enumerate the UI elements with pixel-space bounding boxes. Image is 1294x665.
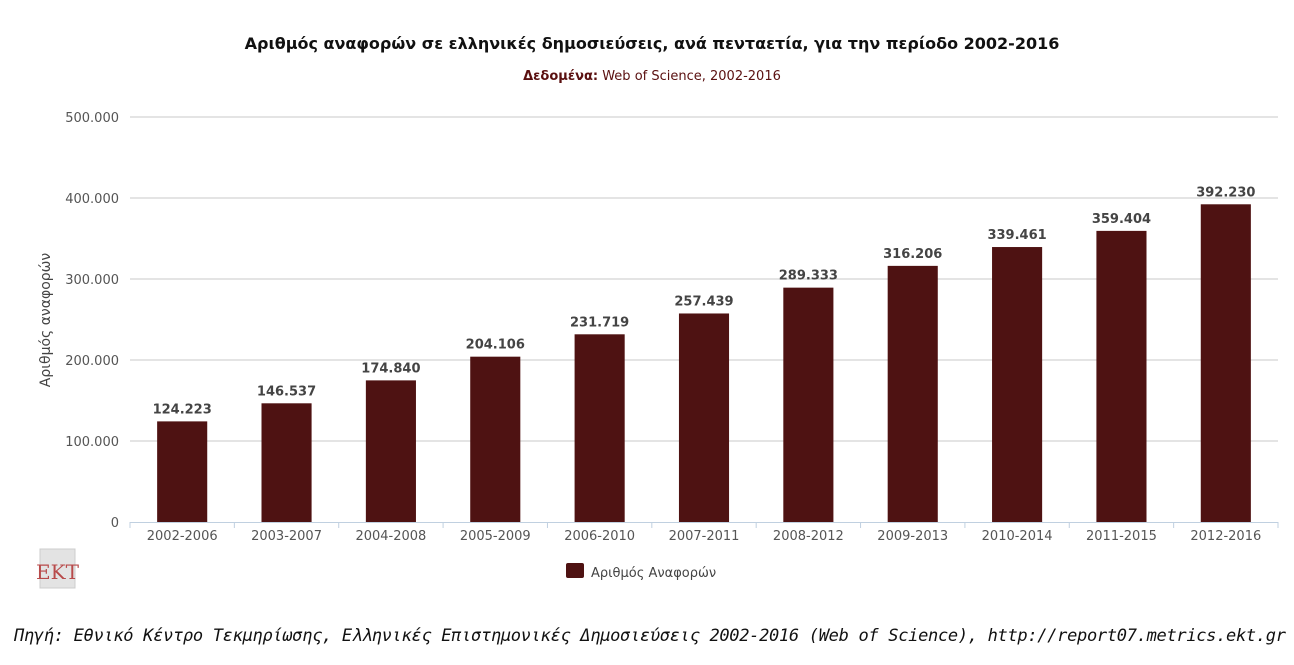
bar[interactable] [574,334,625,522]
y-tick-label: 0 [111,516,119,531]
y-tick-label: 400.000 [65,192,119,207]
bar[interactable] [157,421,208,522]
x-tick-label: 2004-2008 [355,529,426,544]
legend[interactable]: Αριθμός Αναφορών [566,563,716,581]
x-tick-label: 2012-2016 [1190,529,1261,544]
data-label: 124.223 [153,402,212,417]
bar[interactable] [783,287,834,522]
legend-swatch[interactable] [566,563,584,578]
data-label: 316.206 [883,247,942,262]
data-label: 174.840 [361,361,420,376]
x-tick-label: 2002-2006 [147,529,218,544]
bar[interactable] [470,356,521,522]
x-tick-label: 2003-2007 [251,529,322,544]
y-axis-ticks: 0 100.000 200.000 300.000 400.000 500.000 [65,111,119,531]
bar[interactable] [1200,204,1251,522]
y-tick-label: 500.000 [65,111,119,126]
source-caption: Πηγή: Εθνικό Κέντρο Τεκμηρίωσης, Ελληνικ… [14,626,1286,646]
bar[interactable] [887,265,938,522]
bar[interactable] [365,380,416,522]
x-axis: 2002-2006 2003-2007 2004-2008 2005-2009 2006… [129,522,1279,544]
data-label: 204.106 [466,338,525,353]
x-tick-label: 2008-2012 [773,529,844,544]
y-tick-label: 300.000 [65,273,119,288]
legend-label[interactable]: Αριθμός Αναφορών [591,566,716,581]
x-tick-label: 2010-2014 [982,529,1053,544]
y-tick-label: 100.000 [65,435,119,450]
chart-title: Αριθμός αναφορών σε ελληνικές δημοσιεύσε… [245,34,1060,53]
data-label: 231.719 [570,315,629,330]
data-label: 257.439 [674,294,733,309]
gridlines [130,116,1278,442]
bar-series: 124.223 146.537 174.840 204.106 231.719 257.4… [153,185,1255,523]
bar-chart: Αριθμός αναφορών σε ελληνικές δημοσιεύσε… [36,34,1279,589]
x-tick-label: 2011-2015 [1086,529,1157,544]
data-label: 289.333 [779,269,838,284]
bar[interactable] [678,313,730,522]
ekt-logo-box [39,548,76,589]
bar[interactable] [1096,230,1147,523]
data-label: 392.230 [1196,185,1255,200]
subtitle-label: Δεδομένα: [523,69,598,84]
y-tick-label: 200.000 [65,354,119,369]
ekt-logo: EKT [36,548,80,589]
x-tick-label: 2006-2010 [564,529,635,544]
bar[interactable] [261,403,312,522]
x-tick-label: 2007-2011 [669,529,740,544]
data-label: 339.461 [987,228,1046,243]
ekt-logo-text: EKT [36,560,80,584]
subtitle-value: Web of Science, 2002-2016 [602,69,781,84]
x-tick-label: 2009-2013 [877,529,948,544]
data-label: 146.537 [257,384,316,399]
data-label: 359.404 [1092,212,1151,227]
bar[interactable] [992,247,1043,522]
y-axis-label: Αριθμός αναφορών [38,253,54,388]
x-tick-label: 2005-2009 [460,529,531,544]
chart-subtitle: Δεδομένα: Web of Science, 2002-2016 [523,69,781,84]
